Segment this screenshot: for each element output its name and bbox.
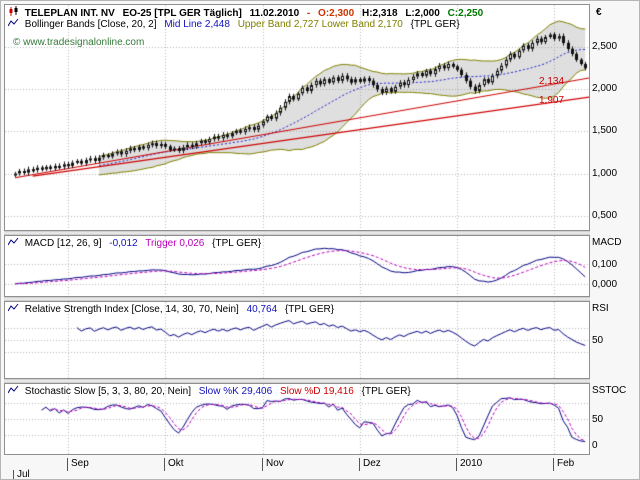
x-axis-start-month: Jul — [13, 470, 30, 479]
stochastic-label: Stochastic Slow [5, 3, 3, 80, 20, Nein] — [24, 386, 191, 397]
stochastic-header: Stochastic Slow [5, 3, 3, 80, 20, Nein] … — [7, 385, 416, 398]
rsi-axis-label: RSI — [592, 303, 609, 314]
panel-splitter[interactable] — [4, 379, 590, 383]
currency-unit-label: € — [596, 7, 602, 18]
macd-tick: 0,100 — [592, 259, 618, 270]
quote-date: 11.02.2010 — [249, 8, 300, 19]
x-axis-month: 2010 — [456, 458, 482, 471]
stochastic-panel: Stochastic Slow [5, 3, 3, 80, 20, Nein] … — [4, 383, 590, 455]
line-chart-icon[interactable] — [7, 385, 19, 395]
bollinger-scope: {TPL GER} — [410, 19, 460, 30]
bollinger-header: Bollinger Bands [Close, 20, 2] Mid Line … — [7, 18, 465, 31]
symbol-name: TELEPLAN INT. NV — [24, 8, 115, 19]
stochastic-tick: 0 — [592, 440, 598, 451]
rsi-scope: {TPL GER} — [284, 304, 335, 315]
stochastic-d-value: Slow %D 19,416 — [279, 386, 354, 397]
price-tick: 1,000 — [592, 168, 618, 179]
price-tick: 2,000 — [592, 83, 618, 94]
x-axis-month: Nov — [262, 458, 284, 471]
panel-splitter[interactable] — [4, 297, 590, 301]
macd-value: -0,012 — [109, 238, 138, 249]
bollinger-label: Bollinger Bands [Close, 20, 2] — [24, 19, 157, 30]
macd-label: MACD [12, 26, 9] — [24, 238, 102, 249]
x-axis-month: Sep — [67, 458, 89, 471]
macd-scope: {TPL GER} — [212, 238, 262, 249]
stochastic-axis-label: SSTOC — [592, 385, 627, 396]
x-axis-month: Okt — [164, 458, 184, 471]
dash: - — [306, 8, 311, 19]
macd-header: MACD [12, 26, 9] -0,012 Trigger 0,026 {T… — [7, 237, 266, 250]
open-value: O:2,300 — [318, 8, 355, 19]
stochastic-chart-canvas[interactable] — [5, 384, 589, 454]
price-tick: 2,500 — [592, 41, 618, 52]
x-axis-month: Feb — [553, 458, 574, 471]
rsi-label: Relative Strength Index [Close, 14, 30, … — [24, 304, 239, 315]
price-chart-canvas[interactable] — [5, 5, 589, 230]
price-tick: 1,500 — [592, 125, 618, 136]
panel-splitter[interactable] — [4, 231, 590, 235]
price-panel: TELEPLAN INT. NV EO-25 [TPL GER Täglich]… — [4, 4, 590, 231]
rsi-chart-canvas[interactable] — [5, 302, 589, 378]
rsi-panel: Relative Strength Index [Close, 14, 30, … — [4, 301, 590, 379]
line-chart-icon[interactable] — [7, 237, 19, 247]
trendline-price-label: 2,134 — [539, 76, 565, 87]
price-tick: 0,500 — [592, 210, 618, 221]
trendline-price-label: 1,907 — [539, 95, 565, 106]
watermark: © www.tradesignalonline.com — [13, 37, 145, 48]
rsi-tick: 50 — [592, 335, 604, 346]
rsi-value: 40,764 — [246, 304, 278, 315]
contract-info: EO-25 [TPL GER Täglich] — [122, 8, 242, 19]
line-chart-icon[interactable] — [7, 303, 19, 313]
price-header: TELEPLAN INT. NV EO-25 [TPL GER Täglich]… — [8, 6, 488, 20]
close-value: C:2,250 — [447, 8, 484, 19]
bollinger-band-values: Upper Band 2,727 Lower Band 2,170 — [237, 19, 403, 30]
macd-axis-label: MACD — [592, 237, 622, 248]
stochastic-tick: 50 — [592, 414, 604, 425]
low-value: L:2,000 — [405, 8, 440, 19]
macd-trigger-value: Trigger 0,026 — [145, 238, 205, 249]
macd-panel: MACD [12, 26, 9] -0,012 Trigger 0,026 {T… — [4, 235, 590, 297]
stochastic-scope: {TPL GER} — [361, 386, 411, 397]
line-chart-icon[interactable] — [7, 18, 19, 28]
candlestick-icon[interactable] — [8, 6, 19, 17]
rsi-header: Relative Strength Index [Close, 14, 30, … — [7, 303, 339, 316]
macd-tick: 0,000 — [592, 279, 618, 290]
macd-chart-canvas[interactable] — [5, 236, 589, 296]
bollinger-mid-value: Mid Line 2,448 — [164, 19, 230, 30]
high-value: H:2,318 — [361, 8, 398, 19]
x-axis-month: Dez — [359, 458, 381, 471]
stochastic-k-value: Slow %K 29,406 — [198, 386, 273, 397]
